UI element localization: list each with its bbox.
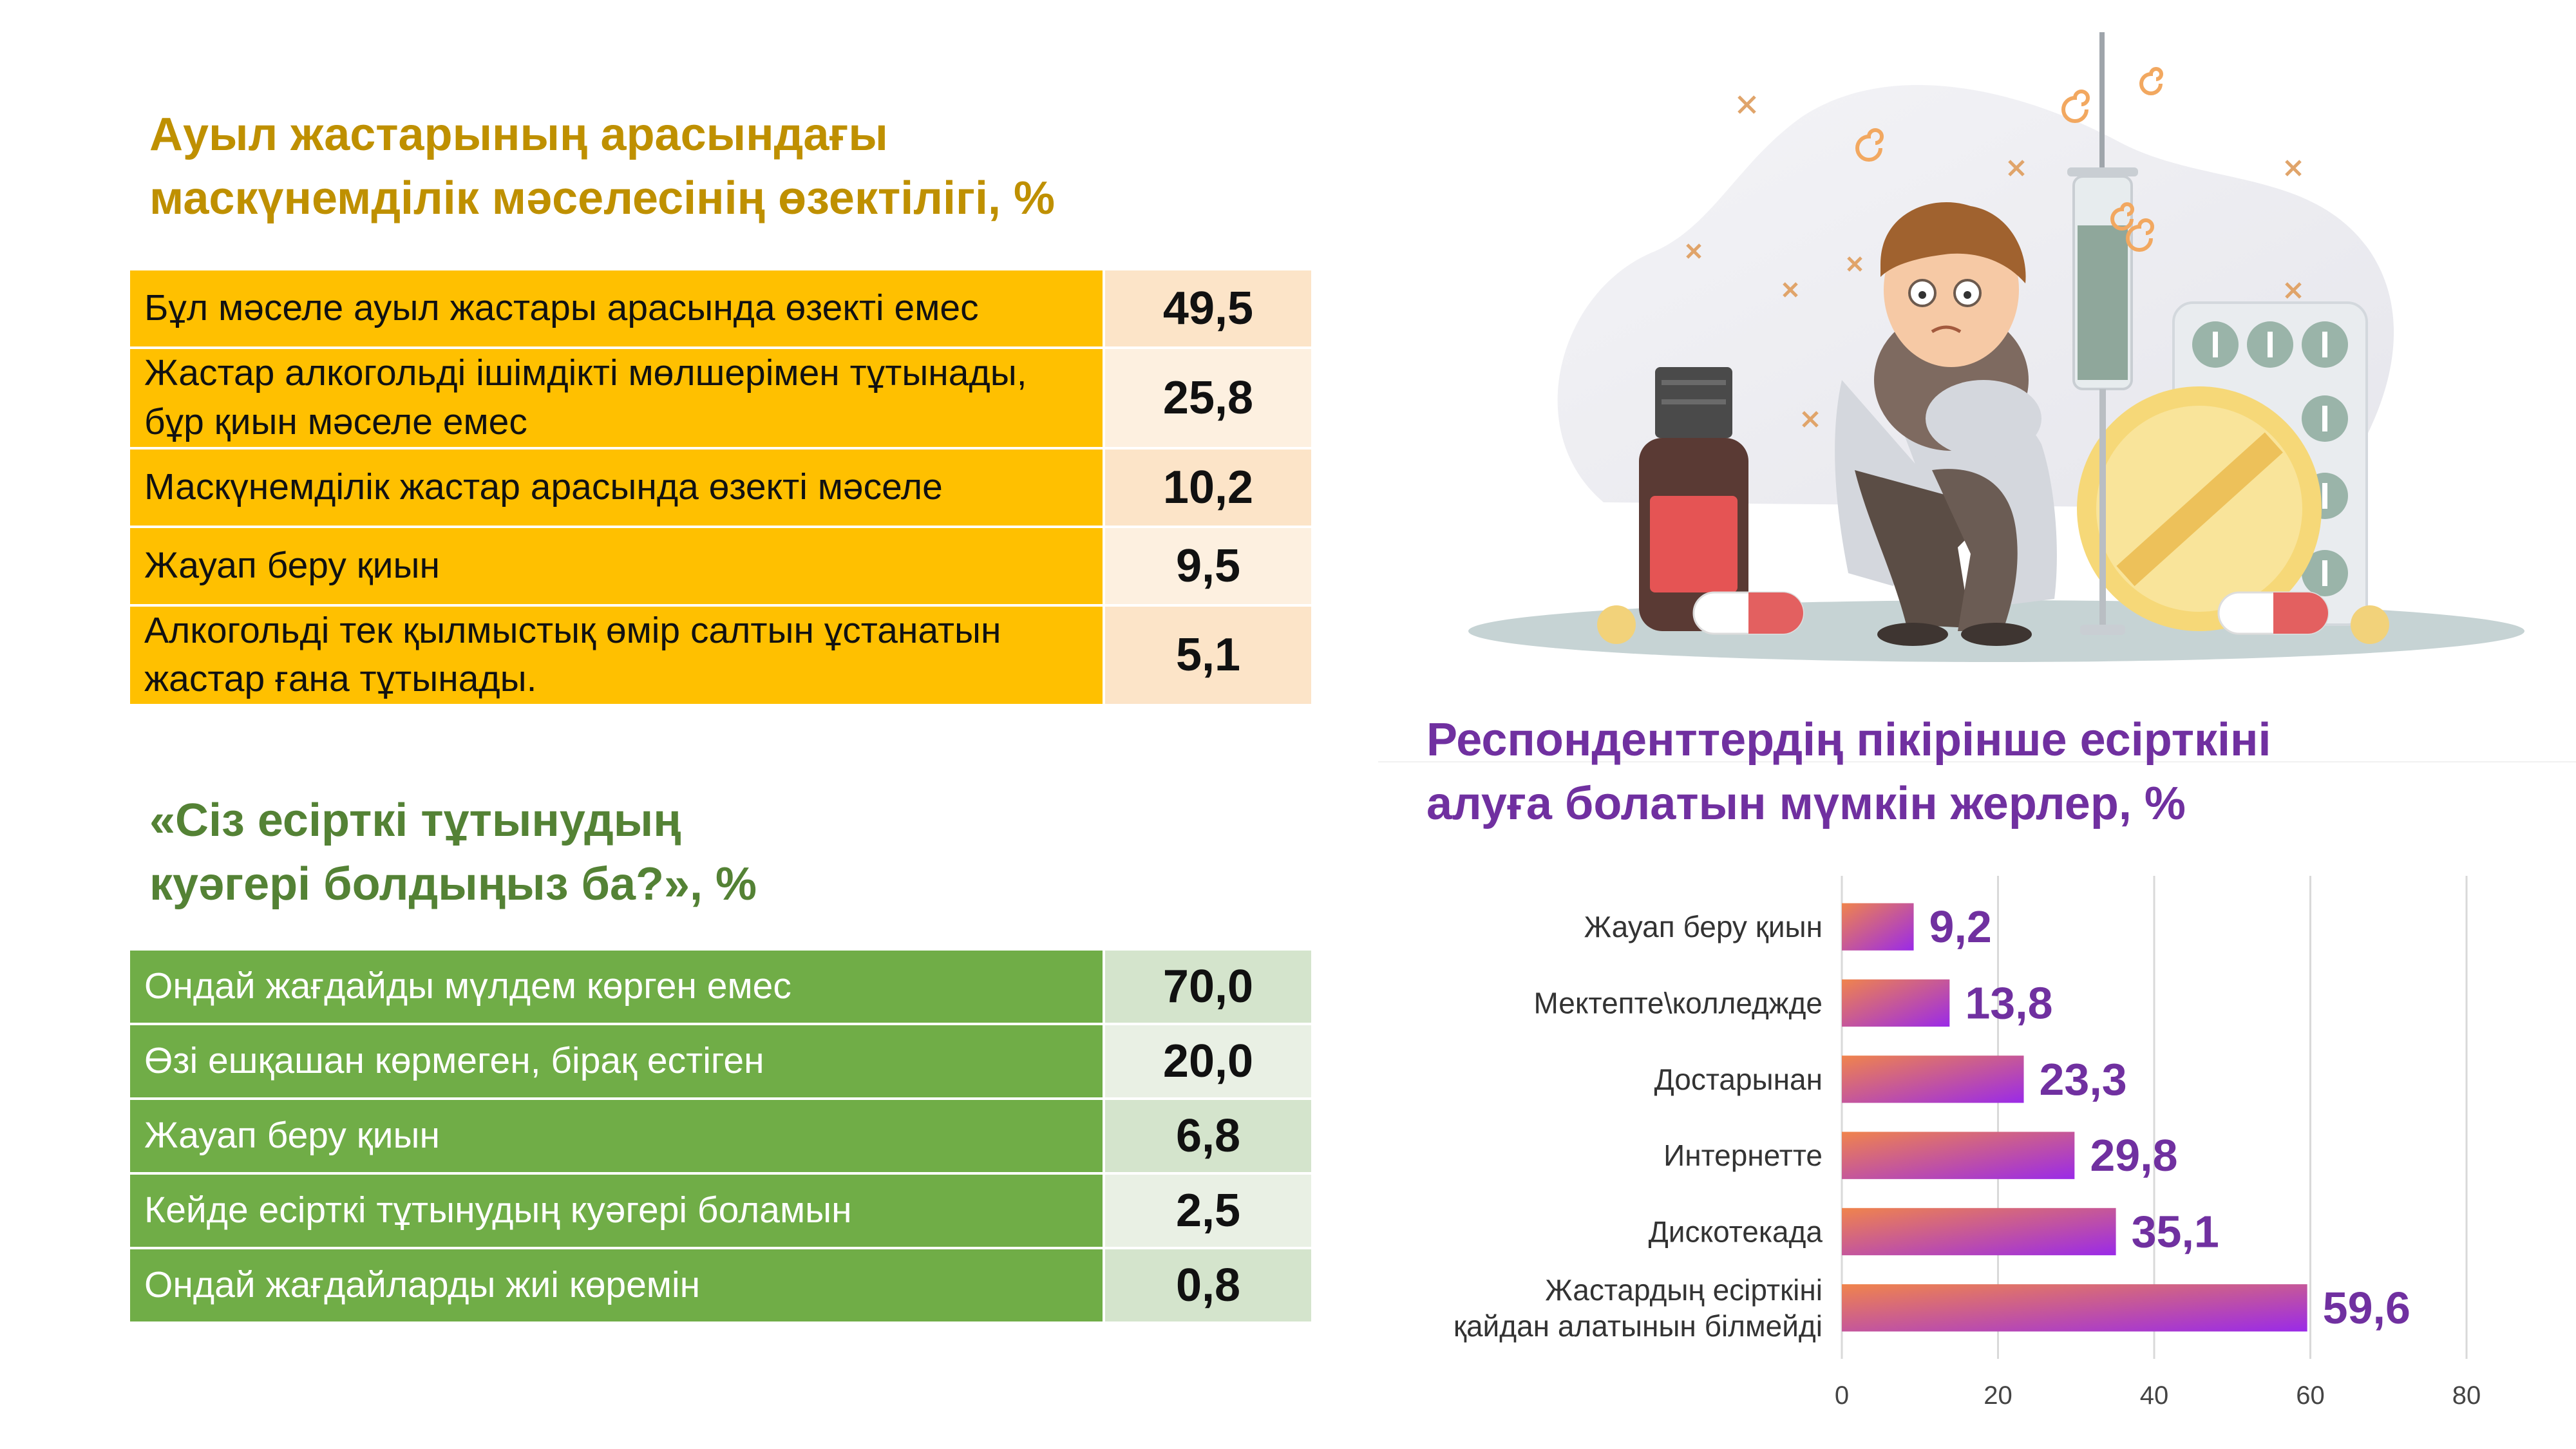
- table-cell-value: 70,0: [1105, 951, 1311, 1023]
- row-label-line: Жауап беру қиын: [144, 544, 440, 586]
- table-cell-label: Өзі ешқашан көрмеген, бірақ естіген: [130, 1025, 1103, 1097]
- dizzy-swirl-icons: [1855, 67, 2163, 252]
- table-cell-label: Жауап беру қиын: [130, 1100, 1103, 1172]
- x-tick-label: 80: [2452, 1381, 2481, 1410]
- table-cell-label: Жастар алкогольді ішімдікті мөлшерімен т…: [130, 349, 1103, 447]
- row-label-line: Алкогольді тек қылмыстық өмір салтын ұст…: [144, 609, 1001, 651]
- x-tick-label: 60: [2296, 1381, 2325, 1410]
- table2-title-line-2: куәгері болдыңыз ба?», %: [149, 858, 757, 911]
- bar: [1842, 1284, 2307, 1332]
- table-row: Бұл мәселе ауыл жастары арасында өзекті …: [130, 270, 1311, 346]
- table-cell-value: 49,5: [1105, 270, 1311, 346]
- table-cell-value: 6,8: [1105, 1100, 1311, 1172]
- data-label: 35,1: [2132, 1207, 2219, 1257]
- table-cell-label: Бұл мәселе ауыл жастары арасында өзекті …: [130, 270, 1103, 346]
- bar-chart: 0 20 40 60 80 9,2 Жауап беру қиын 13,8 Мектепте\…: [1454, 876, 2481, 1410]
- data-label: 59,6: [2323, 1283, 2410, 1333]
- chart-title-line-2: алуға болатын мүмкін жерлер, %: [1426, 778, 2186, 830]
- sad-boy-with-pills-syringe-illustration: [1468, 32, 2524, 662]
- category-label: Мектепте\колледжде: [1533, 987, 1823, 1020]
- table2-title: «Сіз есірткі тұтынудың куәгері болдыңыз …: [149, 789, 757, 917]
- table-row: Маскүнемділік жастар арасында өзекті мәс…: [130, 449, 1311, 526]
- category-label: Жауап беру қиын: [1584, 910, 1823, 943]
- table-cell-value: 20,0: [1105, 1025, 1311, 1097]
- data-label: 23,3: [2040, 1054, 2127, 1104]
- table-row: Кейде есірткі тұтынудың куәгері боламын …: [130, 1175, 1311, 1247]
- row-label-line: Жастар алкогольді ішімдікті мөлшерімен т…: [144, 352, 1027, 393]
- table-cell-label: Жауап беру қиын: [130, 527, 1103, 604]
- table-row: Алкогольді тек қылмыстық өмір салтын ұст…: [130, 606, 1311, 705]
- big-pill: [2077, 386, 2322, 631]
- row-label-line: жастар ғана тұтынады.: [144, 658, 537, 700]
- chart-title-line-1: Респонденттердің пікірінше есірткіні: [1426, 714, 2271, 766]
- table1-title-line-2: маскүнемділік мәселесінің өзектілігі, %: [149, 173, 1056, 225]
- data-label: 13,8: [1965, 978, 2052, 1028]
- table-cell-label: Ондай жағдайларды жиі көремін: [130, 1249, 1103, 1321]
- capsule-left: [1692, 591, 1804, 635]
- bar: [1842, 1056, 2024, 1103]
- table1-title-line-1: Ауыл жастарының арасындағы: [149, 109, 888, 160]
- table-cell-label: Маскүнемділік жастар арасында өзекті мәс…: [130, 449, 1103, 526]
- divider: [1378, 761, 2576, 762]
- capsule-right: [2217, 591, 2329, 635]
- table-cell-value: 0,8: [1105, 1249, 1311, 1321]
- sad-boy: [1835, 202, 2057, 646]
- table-row: Жауап беру қиын 6,8: [130, 1100, 1311, 1172]
- table-row: Өзі ешқашан көрмеген, бірақ естіген 20,0: [130, 1025, 1311, 1097]
- category-label: қайдан алатынын білмейді: [1454, 1309, 1823, 1343]
- table2-title-line-1: «Сіз есірткі тұтынудың: [149, 795, 681, 846]
- sparkle-icons: [1686, 95, 2302, 428]
- bar: [1842, 979, 1950, 1027]
- table-cell-value: 25,8: [1105, 349, 1311, 447]
- category-label: Дискотекада: [1649, 1215, 1823, 1249]
- bar: [1842, 1208, 2116, 1256]
- table-cell-value: 2,5: [1105, 1175, 1311, 1247]
- table-row: Ондай жағдайды мүлдем көрген емес 70,0: [130, 951, 1311, 1023]
- table1: Бұл мәселе ауыл жастары арасында өзекті …: [128, 268, 1314, 706]
- table-cell-label: Алкогольді тек қылмыстық өмір салтын ұст…: [130, 606, 1103, 705]
- category-label: Жастардың есірткіні: [1545, 1273, 1823, 1307]
- x-tick-label: 0: [1835, 1381, 1849, 1410]
- syringe: [2067, 32, 2138, 635]
- table-row: Жастар алкогольді ішімдікті мөлшерімен т…: [130, 349, 1311, 447]
- x-tick-label: 20: [1984, 1381, 2012, 1410]
- table-cell-value: 9,5: [1105, 527, 1311, 604]
- chart-title: Респонденттердің пікірінше есірткіні алу…: [1426, 708, 2271, 837]
- table-cell-label: Кейде есірткі тұтынудың куәгері боламын: [130, 1175, 1103, 1247]
- medicine-bottle: [1639, 367, 1748, 631]
- row-label-line: Бұл мәселе ауыл жастары арасында өзекті …: [144, 287, 979, 329]
- bar: [1842, 1132, 2075, 1179]
- small-pill-left: [1597, 605, 1636, 644]
- category-label: Интернетте: [1663, 1139, 1823, 1172]
- table-cell-label: Ондай жағдайды мүлдем көрген емес: [130, 951, 1103, 1023]
- table-row: Ондай жағдайларды жиі көремін 0,8: [130, 1249, 1311, 1321]
- small-pill-right: [2351, 605, 2389, 644]
- data-label: 9,2: [1929, 902, 1992, 952]
- row-label-line: бұр қиын мәселе емес: [144, 401, 527, 442]
- category-label: Достарынан: [1654, 1063, 1823, 1096]
- x-tick-label: 40: [2140, 1381, 2169, 1410]
- table2: Ондай жағдайды мүлдем көрген емес 70,0 Ө…: [128, 948, 1314, 1324]
- table1-title: Ауыл жастарының арасындағы маскүнемділік…: [149, 103, 1055, 231]
- table-cell-value: 10,2: [1105, 449, 1311, 526]
- row-label-line: Маскүнемділік жастар арасында өзекті мәс…: [144, 466, 943, 507]
- bar: [1842, 903, 1914, 951]
- table-cell-value: 5,1: [1105, 606, 1311, 705]
- table-row: Жауап беру қиын 9,5: [130, 527, 1311, 604]
- data-label: 29,8: [2090, 1130, 2177, 1180]
